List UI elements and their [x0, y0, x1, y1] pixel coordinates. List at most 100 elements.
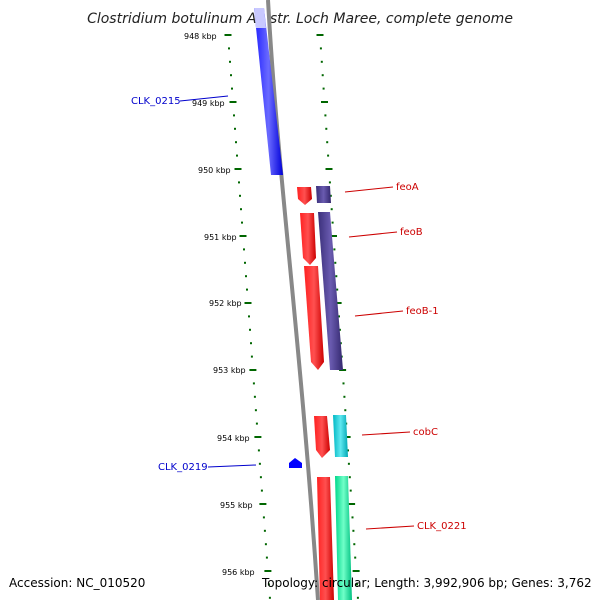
- gene-feature-feob-strand[interactable]: [318, 212, 343, 370]
- major-tick: [234, 168, 242, 170]
- minor-tick: [319, 47, 322, 50]
- minor-tick: [329, 194, 332, 197]
- minor-tick: [354, 556, 357, 559]
- gene-label-feob[interactable]: feoB: [400, 227, 423, 238]
- tick-label: 951 kbp: [204, 233, 237, 242]
- minor-tick: [331, 221, 334, 224]
- minor-tick: [257, 449, 260, 452]
- minor-tick: [234, 127, 236, 130]
- minor-tick: [336, 288, 339, 291]
- minor-tick: [263, 529, 266, 532]
- leader-line: [361, 431, 411, 436]
- minor-tick: [258, 462, 261, 465]
- major-tick: [352, 570, 360, 572]
- major-tick: [348, 503, 356, 505]
- minor-tick: [325, 127, 328, 130]
- minor-tick: [250, 342, 252, 345]
- gene-feature-feob1[interactable]: [304, 266, 324, 370]
- minor-tick: [230, 74, 232, 77]
- tick-label: 956 kbp: [222, 568, 255, 577]
- major-tick: [343, 436, 351, 438]
- leader-line: [344, 186, 394, 193]
- minor-tick: [333, 248, 336, 251]
- gene-feature-cobc-strand[interactable]: [333, 415, 348, 457]
- gene-label-clk0219[interactable]: CLK_0219: [158, 462, 208, 473]
- minor-tick: [255, 422, 258, 425]
- minor-tick: [239, 194, 241, 197]
- minor-tick: [228, 47, 230, 50]
- minor-tick: [249, 328, 251, 331]
- minor-tick: [347, 449, 349, 452]
- diagram-title: Clostridium botulinum A3 str. Loch Maree…: [87, 11, 513, 27]
- minor-tick: [338, 328, 341, 331]
- gene-feature-feoa-strand[interactable]: [316, 186, 331, 203]
- gene-feature-clk0215[interactable]: [254, 8, 283, 175]
- tick-label: 948 kbp: [184, 32, 217, 41]
- minor-tick: [250, 355, 253, 358]
- tick-labels: 948 kbp 949 kbp 950 kbp 951 kbp 952 kbp …: [184, 32, 255, 577]
- leader-line: [207, 464, 257, 468]
- major-tick: [254, 436, 262, 438]
- minor-tick: [344, 409, 347, 412]
- minor-tick: [254, 409, 257, 412]
- minor-tick: [236, 154, 238, 157]
- leader-line: [348, 231, 398, 238]
- minor-tick: [322, 87, 325, 90]
- accession-text: Accession: NC_010520: [9, 576, 145, 590]
- minor-tick: [243, 248, 245, 251]
- gene-feature-clk0221[interactable]: [317, 477, 334, 600]
- minor-tick: [264, 543, 267, 546]
- ruler-track: [224, 34, 272, 599]
- minor-tick: [330, 208, 333, 211]
- gene-feature-cobc[interactable]: [314, 416, 330, 458]
- gene-label-clk0221[interactable]: CLK_0221: [417, 521, 467, 532]
- minor-tick: [233, 114, 235, 117]
- gene-label-clk0215[interactable]: CLK_0215: [131, 96, 181, 107]
- gene-feature-feoa[interactable]: [297, 187, 312, 205]
- tick-label: 955 kbp: [220, 501, 253, 510]
- minor-tick: [245, 275, 247, 278]
- major-tick: [330, 235, 337, 237]
- minor-tick: [335, 275, 338, 278]
- minor-tick: [246, 288, 248, 291]
- minor-tick: [262, 516, 265, 519]
- minor-tick: [268, 596, 271, 599]
- leader-line: [365, 525, 415, 530]
- minor-tick: [238, 181, 240, 184]
- minor-tick: [267, 583, 270, 586]
- major-tick: [229, 101, 237, 103]
- gene-label-cobc[interactable]: cobC: [413, 427, 438, 438]
- major-tick: [325, 168, 333, 170]
- gene-label-feob1[interactable]: feoB-1: [406, 306, 439, 317]
- minor-tick: [235, 141, 237, 144]
- major-tick: [316, 34, 324, 36]
- major-tick: [239, 235, 247, 237]
- major-tick: [334, 302, 342, 304]
- minor-tick: [356, 596, 359, 599]
- minor-tick: [321, 74, 324, 77]
- minor-tick: [252, 382, 255, 385]
- minor-tick: [342, 382, 345, 385]
- major-tick: [244, 302, 252, 304]
- tick-label: 953 kbp: [213, 366, 246, 375]
- gene-feature-clk0219[interactable]: [289, 458, 302, 468]
- major-tick: [321, 101, 328, 103]
- minor-tick: [248, 315, 250, 318]
- gene-feature-highlight: [254, 8, 266, 28]
- tick-label: 949 kbp: [192, 99, 225, 108]
- minor-tick: [334, 261, 337, 264]
- tick-label: 954 kbp: [217, 434, 250, 443]
- gene-feature-feob[interactable]: [300, 213, 316, 265]
- minor-tick: [327, 154, 330, 157]
- gene-label-feoa[interactable]: feoA: [396, 182, 419, 193]
- major-tick: [259, 503, 267, 505]
- major-tick: [249, 369, 257, 371]
- gene-feature-clk0221-strand[interactable]: [335, 476, 352, 600]
- minor-tick: [348, 476, 351, 479]
- leader-line: [179, 95, 229, 102]
- minor-tick: [259, 476, 262, 479]
- minor-tick: [349, 489, 352, 492]
- minor-tick: [338, 315, 340, 318]
